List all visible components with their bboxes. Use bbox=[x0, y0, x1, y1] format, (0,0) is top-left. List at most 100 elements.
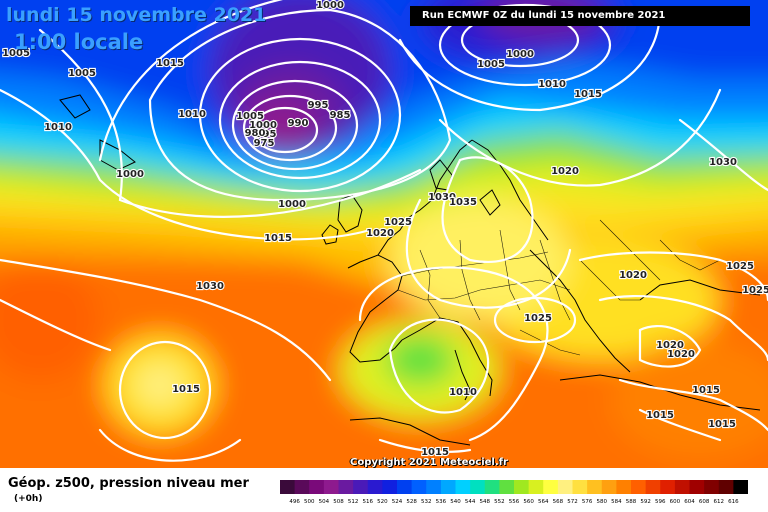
isobar-label: 1025 bbox=[384, 217, 412, 228]
legend-swatch bbox=[367, 480, 383, 494]
legend-swatch bbox=[397, 480, 413, 494]
legend-swatch bbox=[294, 480, 310, 494]
isobar-label: 1020 bbox=[619, 270, 647, 281]
isobar-label: 1035 bbox=[449, 197, 477, 208]
isobar-label: 995 bbox=[308, 100, 329, 111]
legend-swatch bbox=[660, 480, 676, 494]
legend-tick-label: 504 bbox=[319, 499, 330, 505]
legend-tick-label: 584 bbox=[611, 499, 622, 505]
legend-tick-label: 604 bbox=[684, 499, 695, 505]
legend-tick-label: 588 bbox=[626, 499, 637, 505]
isobar-label: 1010 bbox=[44, 122, 72, 133]
legend-tick-label: 596 bbox=[655, 499, 666, 505]
color-scale-legend: 496 500 504 508 512 516 520 524 528 532 536 540 544 5… bbox=[280, 480, 748, 505]
isobar-label: 1025 bbox=[524, 313, 552, 324]
legend-tick-label: 616 bbox=[728, 499, 739, 505]
isobar-label: 1000 bbox=[316, 0, 344, 11]
isobar-label: 1005 bbox=[2, 48, 30, 59]
isobar-label: 1015 bbox=[646, 410, 674, 421]
legend-swatch bbox=[587, 480, 603, 494]
forecast-step: (+0h) bbox=[14, 494, 43, 504]
legend-tick-label: 520 bbox=[377, 499, 388, 505]
legend-swatch bbox=[631, 480, 647, 494]
isobar-label: 1025 bbox=[726, 261, 754, 272]
legend-swatch bbox=[382, 480, 398, 494]
legend-swatch bbox=[645, 480, 661, 494]
isobar-label: 1025 bbox=[742, 285, 768, 296]
legend-tick-label: 580 bbox=[597, 499, 608, 505]
legend-swatch bbox=[323, 480, 340, 494]
isobar-label: 1020 bbox=[366, 228, 394, 239]
isobar-label: 980 bbox=[245, 128, 266, 139]
legend-swatch bbox=[411, 480, 427, 494]
run-info: Run ECMWF 0Z du lundi 15 novembre 2021 bbox=[410, 6, 750, 26]
isobar-label: 1000 bbox=[249, 120, 277, 131]
isobar-label: 1020 bbox=[667, 349, 695, 360]
legend-tick-label: 560 bbox=[523, 499, 534, 505]
legend-swatch bbox=[514, 480, 530, 494]
legend-swatch bbox=[280, 480, 296, 494]
isobar-label: 1030 bbox=[709, 157, 737, 168]
legend-swatch bbox=[426, 480, 442, 494]
isobar-label: 1010 bbox=[449, 387, 477, 398]
legend-swatch bbox=[674, 480, 691, 494]
legend-swatch bbox=[470, 480, 486, 494]
legend-swatch bbox=[557, 480, 574, 494]
isobar-label: 1020 bbox=[656, 340, 684, 351]
legend-tick-label: 524 bbox=[392, 499, 403, 505]
legend-tick-label: 548 bbox=[480, 499, 491, 505]
isobar-label: 1015 bbox=[156, 58, 184, 69]
legend-tick-label: 496 bbox=[289, 499, 300, 505]
isobar-label: 1015 bbox=[264, 233, 292, 244]
legend-swatch bbox=[338, 480, 354, 494]
legend-tick-label: 508 bbox=[333, 499, 344, 505]
legend-tick-label: 608 bbox=[699, 499, 710, 505]
isobar-label: 1015 bbox=[708, 419, 736, 430]
isobar-label: 1010 bbox=[178, 109, 206, 120]
legend-swatch bbox=[733, 480, 748, 494]
isobar-label: 1020 bbox=[551, 166, 579, 177]
isobar-label: 1005 bbox=[68, 68, 96, 79]
legend-tick-label: 512 bbox=[348, 499, 359, 505]
isobar-label: 975 bbox=[254, 138, 275, 149]
legend-tick-label: 556 bbox=[509, 499, 520, 505]
isobar-label: 1030 bbox=[428, 192, 456, 203]
isobar-label: 1010 bbox=[538, 79, 566, 90]
legend-tick-label: 532 bbox=[421, 499, 432, 505]
legend-tick-label: 540 bbox=[450, 499, 461, 505]
isobar-label: 1015 bbox=[421, 447, 449, 458]
legend-swatch bbox=[499, 480, 515, 494]
forecast-date: lundi 15 novembre 2021 bbox=[6, 4, 267, 26]
legend-swatch bbox=[484, 480, 500, 494]
legend-swatch bbox=[718, 480, 734, 494]
isobar-label: 990 bbox=[288, 118, 309, 129]
legend-tick-label: 564 bbox=[538, 499, 549, 505]
legend-tick-label: 572 bbox=[567, 499, 578, 505]
legend-tick-label: 528 bbox=[406, 499, 417, 505]
isobar-label: 1000 bbox=[278, 199, 306, 210]
legend-tick-label: 516 bbox=[363, 499, 374, 505]
borders bbox=[397, 219, 721, 356]
isobar-label: 1015 bbox=[574, 89, 602, 100]
legend-tick-label: 544 bbox=[465, 499, 476, 505]
legend-tick-label: 576 bbox=[582, 499, 593, 505]
legend-swatch bbox=[704, 480, 720, 494]
legend-tick-label: 500 bbox=[304, 499, 315, 505]
legend-swatch bbox=[309, 480, 325, 494]
legend-swatch bbox=[528, 480, 544, 494]
isobar-label: 985 bbox=[330, 110, 351, 121]
legend-tick-label: 612 bbox=[714, 499, 725, 505]
legend-swatch bbox=[616, 480, 632, 494]
legend-swatch bbox=[689, 480, 705, 494]
isobar-label: 1015 bbox=[692, 385, 720, 396]
legend-tick-label: 536 bbox=[436, 499, 447, 505]
isobar-label: 1000 bbox=[116, 169, 144, 180]
isobar-label: 1005 bbox=[236, 111, 264, 122]
legend-swatch bbox=[353, 480, 369, 494]
legend-swatch bbox=[572, 480, 588, 494]
isobar-label: 995 bbox=[256, 129, 277, 140]
coastlines bbox=[59, 94, 761, 446]
isobar-label: 1000 bbox=[506, 49, 534, 60]
